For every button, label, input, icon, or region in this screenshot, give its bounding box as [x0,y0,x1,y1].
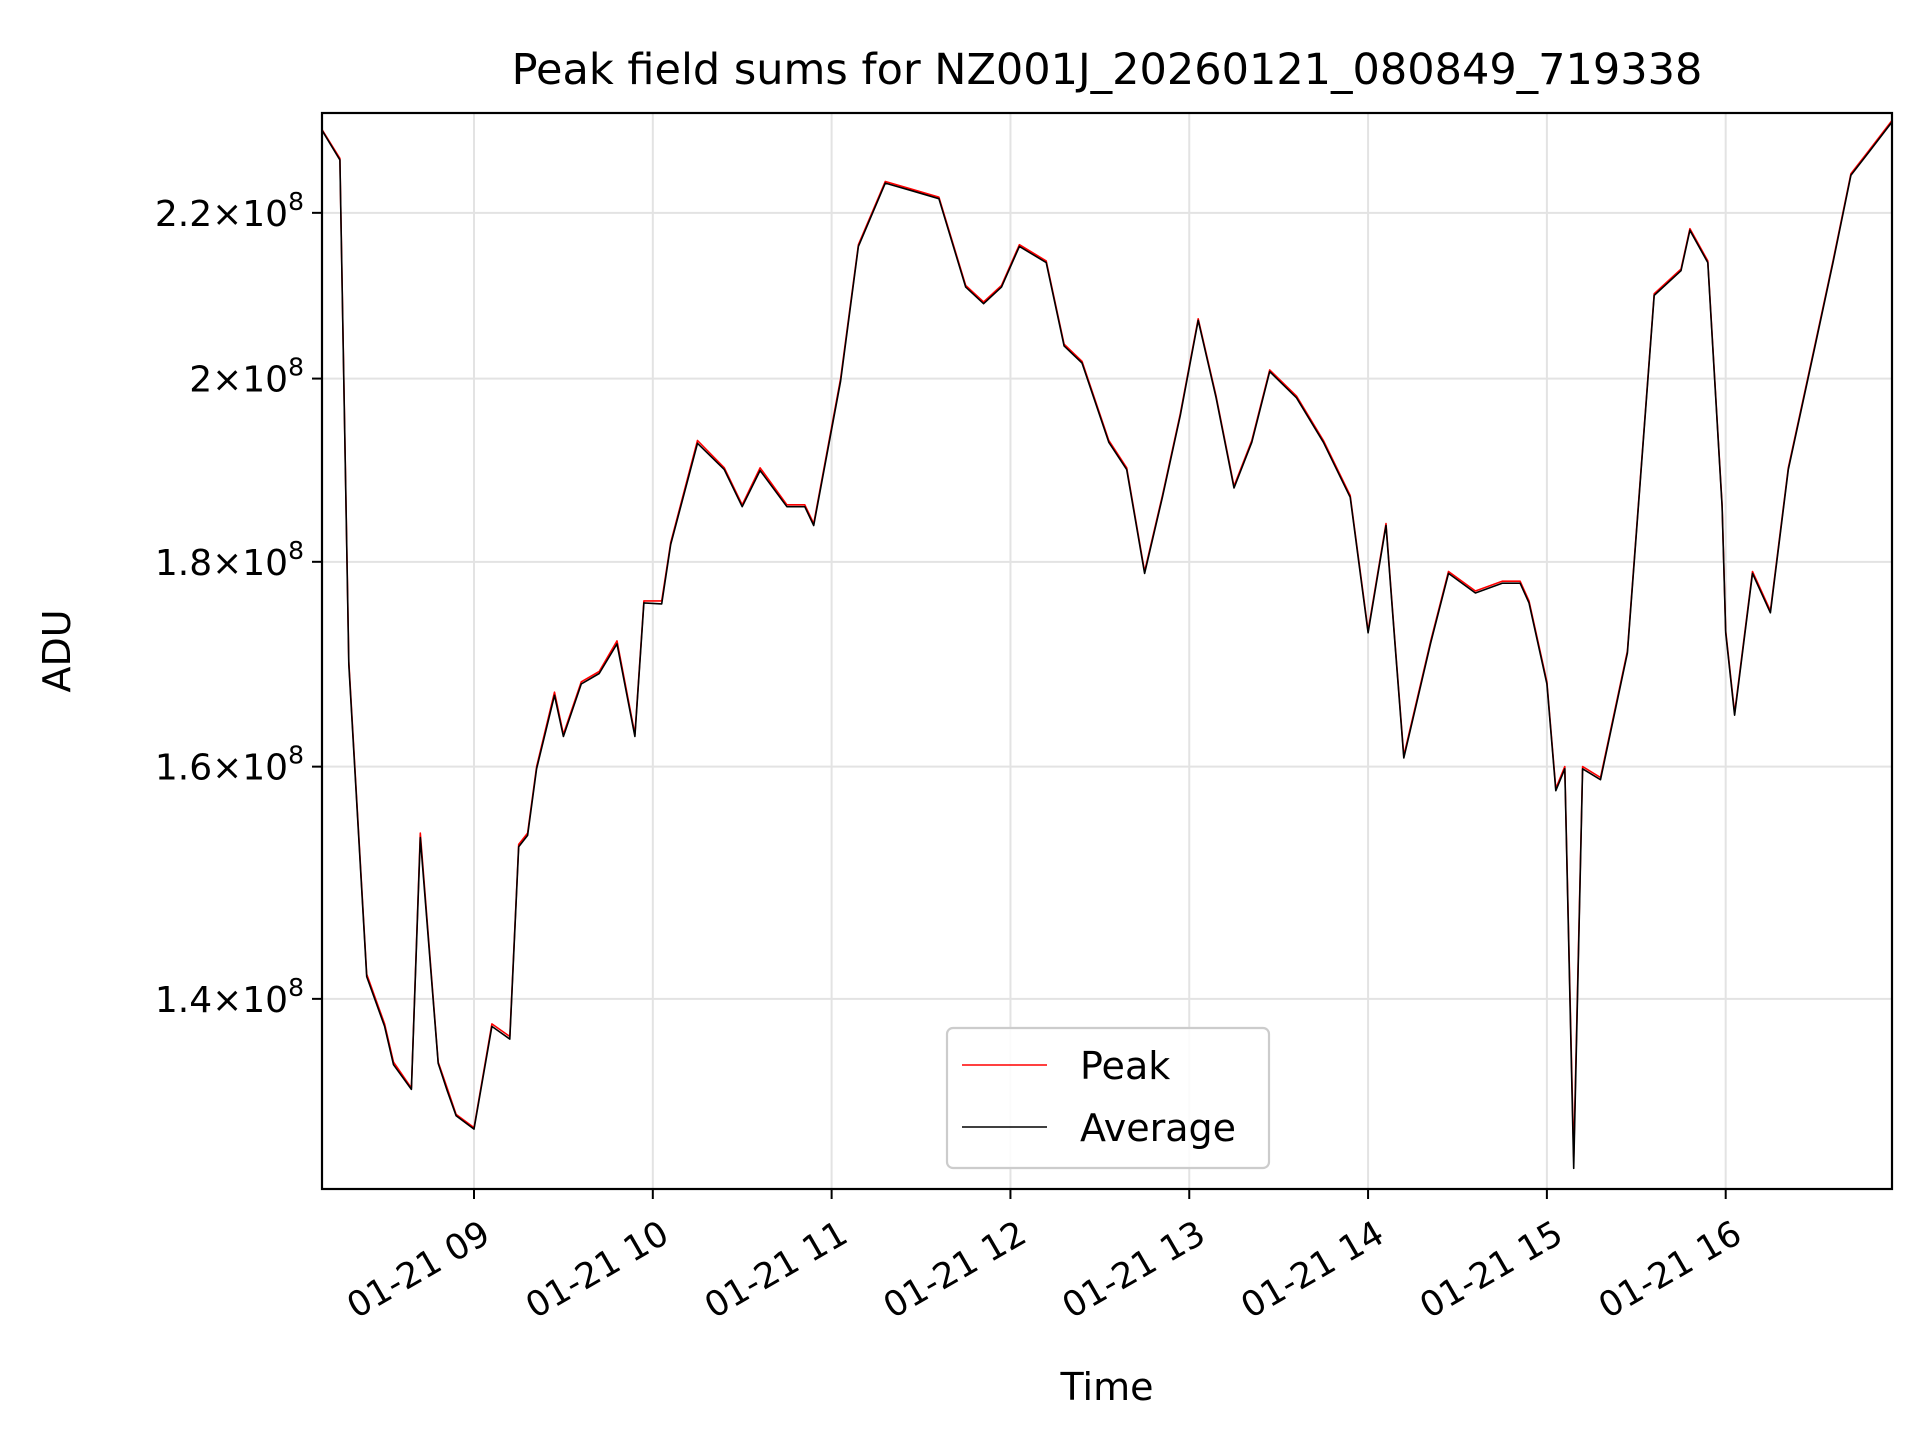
y-tick-exponent: 8 [288,353,304,382]
y-tick-exponent: 8 [288,187,304,216]
y-tick-base: 10 [242,748,288,789]
legend-label-average: Average [1080,1106,1236,1150]
legend-label-peak: Peak [1080,1044,1170,1088]
y-tick-base: 10 [242,980,288,1021]
y-tick-label: 1.6×108 [155,741,304,789]
y-tick-mantissa: 1.6 [155,748,212,789]
y-tick-mantissa: 2 [189,360,212,401]
y-tick-base: 10 [242,360,288,401]
y-tick-times: × [212,748,242,789]
y-tick-label: 2.2×108 [155,187,304,235]
chart-title: Peak field sums for NZ001J_20260121_0808… [512,45,1703,95]
y-tick-exponent: 8 [288,536,304,565]
y-tick-exponent: 8 [288,973,304,1002]
y-tick-label: 1.8×108 [155,536,304,584]
y-tick-mantissa: 1.4 [155,980,212,1021]
y-tick-base: 10 [242,194,288,235]
legend: Peak Average [945,1026,1271,1170]
y-axis-label: ADU [35,609,79,692]
legend-box [945,1026,1271,1170]
y-tick-label: 1.4×108 [155,973,304,1021]
y-tick-mantissa: 2.2 [155,194,212,235]
y-tick-times: × [212,543,242,584]
series-line-average [322,121,1892,1170]
y-tick-label: 2×108 [189,353,304,401]
y-tick-base: 10 [242,543,288,584]
y-tick-mantissa: 1.8 [155,543,212,584]
plot-series [322,120,1892,1170]
y-tick-times: × [212,194,242,235]
plot-area-frame [320,111,1894,1191]
y-tick-times: × [212,980,242,1021]
grid-lines [322,113,1892,1189]
y-tick-times: × [212,360,242,401]
x-axis-label: Time [1060,1365,1154,1409]
y-tick-exponent: 8 [288,741,304,770]
